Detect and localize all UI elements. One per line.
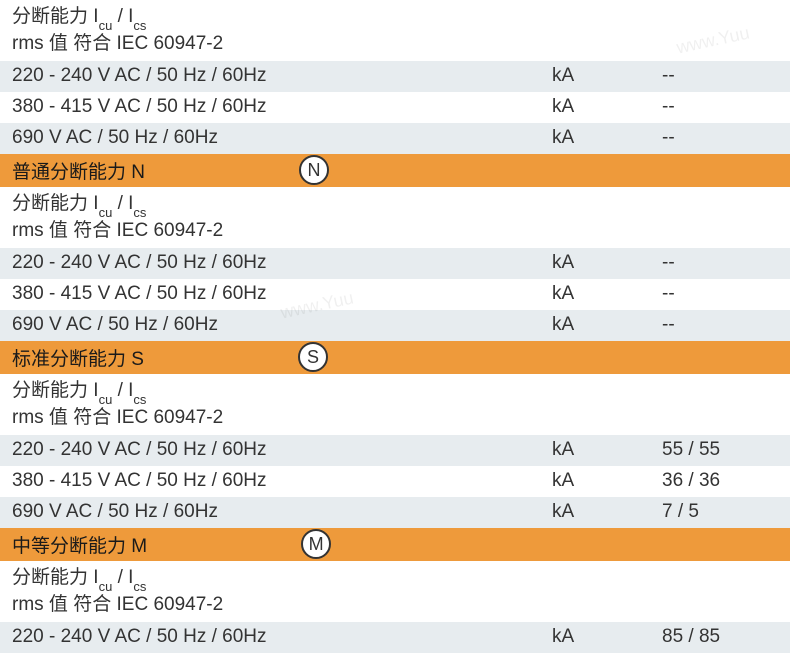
header-pre: 分断能力 I	[12, 193, 99, 214]
row-label: 690 V AC / 50 Hz / 60Hz	[12, 127, 552, 149]
header-sub1: cu	[99, 579, 113, 594]
row-value: --	[662, 283, 790, 305]
header-pre: 分断能力 I	[12, 6, 99, 27]
table-row: 220 - 240 V AC / 50 Hz / 60Hz kA --	[0, 248, 790, 279]
table-row: 380 - 415 V AC / 50 Hz / 60Hz kA --	[0, 279, 790, 310]
row-label: 380 - 415 V AC / 50 Hz / 60Hz	[12, 470, 552, 492]
row-unit: kA	[552, 127, 662, 149]
section-n-title: 普通分断能力 N	[12, 157, 145, 184]
row-value: 7 / 5	[662, 501, 790, 523]
header-pre: 分断能力 I	[12, 380, 99, 401]
row-label: 380 - 415 V AC / 50 Hz / 60Hz	[12, 96, 552, 118]
header-line2: rms 值 符合 IEC 60947-2	[12, 405, 790, 431]
row-unit: kA	[552, 501, 662, 523]
section-n-title-row: 普通分断能力 N N	[0, 154, 790, 187]
header-mid: / I	[112, 193, 133, 214]
header-line2: rms 值 符合 IEC 60947-2	[12, 31, 790, 57]
header-sub2: cs	[133, 392, 146, 407]
row-unit: kA	[552, 314, 662, 336]
header-sub1: cu	[99, 392, 113, 407]
table-row: 690 V AC / 50 Hz / 60Hz kA --	[0, 123, 790, 154]
table-row: 380 - 415 V AC / 50 Hz / 60Hz kA 36 / 36	[0, 466, 790, 497]
row-value: 85 / 85	[662, 626, 790, 648]
row-value: --	[662, 252, 790, 274]
row-unit: kA	[552, 626, 662, 648]
table-row: 220 - 240 V AC / 50 Hz / 60Hz kA 55 / 55	[0, 435, 790, 466]
header-sub2: cs	[133, 579, 146, 594]
table-row: 220 - 240 V AC / 50 Hz / 60Hz kA 85 / 85	[0, 622, 790, 653]
header-sub1: cu	[99, 18, 113, 33]
section-m-header: 分断能力 Icu / Ics rms 值 符合 IEC 60947-2	[0, 561, 790, 622]
row-label: 220 - 240 V AC / 50 Hz / 60Hz	[12, 439, 552, 461]
row-value: --	[662, 127, 790, 149]
row-label: 380 - 415 V AC / 50 Hz / 60Hz	[12, 283, 552, 305]
row-label: 220 - 240 V AC / 50 Hz / 60Hz	[12, 626, 552, 648]
row-unit: kA	[552, 439, 662, 461]
row-label: 220 - 240 V AC / 50 Hz / 60Hz	[12, 252, 552, 274]
table-row: 690 V AC / 50 Hz / 60Hz kA 7 / 5	[0, 497, 790, 528]
header-sub1: cu	[99, 205, 113, 220]
section-m-title: 中等分断能力 M	[12, 531, 147, 558]
section-s-title-row: 标准分断能力 S S	[0, 341, 790, 374]
header-mid: / I	[112, 6, 133, 27]
row-value: --	[662, 65, 790, 87]
section-m-title-row: 中等分断能力 M M	[0, 528, 790, 561]
header-mid: / I	[112, 380, 133, 401]
section-top-header: 分断能力 Icu / Ics rms 值 符合 IEC 60947-2	[0, 0, 790, 61]
header-pre: 分断能力 I	[12, 567, 99, 588]
row-value: --	[662, 314, 790, 336]
header-sub2: cs	[133, 205, 146, 220]
row-label: 690 V AC / 50 Hz / 60Hz	[12, 314, 552, 336]
header-line2: rms 值 符合 IEC 60947-2	[12, 592, 790, 618]
n-badge-icon: N	[299, 155, 329, 185]
section-s-header: 分断能力 Icu / Ics rms 值 符合 IEC 60947-2	[0, 374, 790, 435]
row-unit: kA	[552, 283, 662, 305]
row-label: 220 - 240 V AC / 50 Hz / 60Hz	[12, 65, 552, 87]
row-unit: kA	[552, 65, 662, 87]
s-badge-icon: S	[298, 342, 328, 372]
row-label: 690 V AC / 50 Hz / 60Hz	[12, 501, 552, 523]
header-mid: / I	[112, 567, 133, 588]
header-line2: rms 值 符合 IEC 60947-2	[12, 218, 790, 244]
row-unit: kA	[552, 96, 662, 118]
header-sub2: cs	[133, 18, 146, 33]
row-value: --	[662, 96, 790, 118]
row-value: 36 / 36	[662, 470, 790, 492]
table-row: 380 - 415 V AC / 50 Hz / 60Hz kA --	[0, 92, 790, 123]
m-badge-icon: M	[301, 529, 331, 559]
section-n-header: 分断能力 Icu / Ics rms 值 符合 IEC 60947-2	[0, 187, 790, 248]
row-unit: kA	[552, 470, 662, 492]
table-row: 220 - 240 V AC / 50 Hz / 60Hz kA --	[0, 61, 790, 92]
section-s-title: 标准分断能力 S	[12, 344, 144, 371]
row-value: 55 / 55	[662, 439, 790, 461]
row-unit: kA	[552, 252, 662, 274]
table-row: 690 V AC / 50 Hz / 60Hz kA --	[0, 310, 790, 341]
